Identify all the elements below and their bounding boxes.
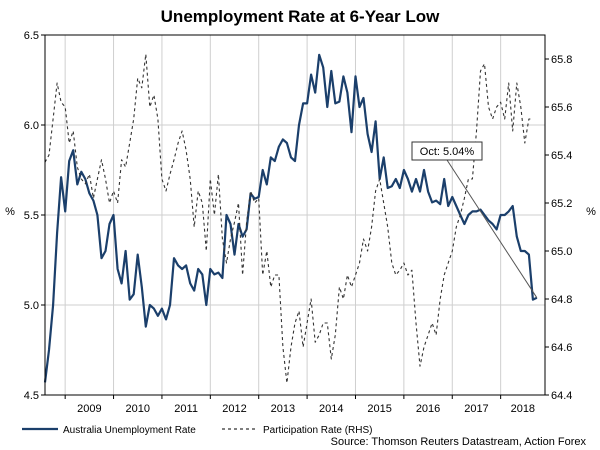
y-tick-label-right: 64.8 xyxy=(551,294,572,306)
x-tick-label: 2017 xyxy=(464,403,488,415)
y-axis-label-right: % xyxy=(586,206,596,218)
legend-label-unemployment: Australia Unemployment Rate xyxy=(63,425,196,436)
callout-text: Oct: 5.04% xyxy=(420,146,475,158)
y-tick-label-right: 65.6 xyxy=(551,102,572,114)
series-line-unemployment xyxy=(43,53,538,383)
x-tick-label: 2014 xyxy=(319,403,343,415)
x-tick-label: 2012 xyxy=(222,403,246,415)
callout-box xyxy=(411,141,483,161)
legend-label-participation: Participation Rate (RHS) xyxy=(263,425,372,436)
x-tick-label: 2010 xyxy=(125,403,149,415)
y-tick-label-left: 6.0 xyxy=(24,120,39,132)
y-tick-label-left: 6.5 xyxy=(24,30,39,42)
y-tick-label-right: 64.4 xyxy=(551,390,572,402)
x-tick-label: 2018 xyxy=(511,403,535,415)
y-tick-label-left: 5.5 xyxy=(24,210,39,222)
x-tick-label: 2013 xyxy=(271,403,295,415)
y-tick-label-right: 65.4 xyxy=(551,150,572,162)
annotation-callout: Oct: 5.04% xyxy=(411,141,538,299)
y-tick-label-left: 5.0 xyxy=(24,300,39,312)
x-tick-label: 2015 xyxy=(367,403,391,415)
x-tick-label: 2009 xyxy=(77,403,101,415)
series-line-participation xyxy=(44,53,533,384)
y-axis-label-left: % xyxy=(5,206,15,218)
tick-layer: 4.5 5.0 5.5 6.0 6.5 64.4 64.6 64.8 65.0 65.2 65.4 6… xyxy=(24,30,573,415)
x-tick-label: 2011 xyxy=(174,403,198,415)
callout-leader-line xyxy=(446,159,538,299)
legend: Australia Unemployment Rate Participatio… xyxy=(22,425,372,436)
chart-title: Unemployment Rate at 6-Year Low xyxy=(161,7,440,26)
y-tick-label-left: 4.5 xyxy=(24,390,39,402)
y-tick-label-right: 65.0 xyxy=(551,246,572,258)
x-tick-label: 2016 xyxy=(416,403,440,415)
source-note: Source: Thomson Reuters Datastream, Acti… xyxy=(331,436,587,448)
y-tick-label-right: 64.6 xyxy=(551,342,572,354)
y-tick-label-right: 65.8 xyxy=(551,54,572,66)
y-tick-label-right: 65.2 xyxy=(551,198,572,210)
series-layer xyxy=(43,53,538,384)
